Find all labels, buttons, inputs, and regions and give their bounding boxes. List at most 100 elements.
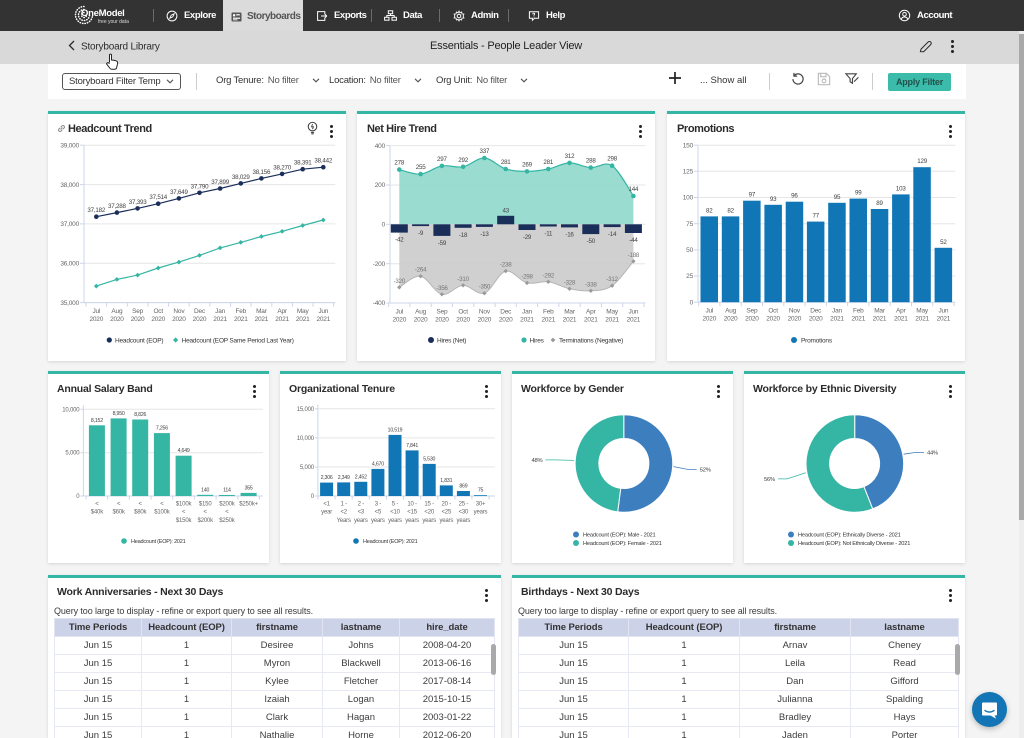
svg-text:Oct: Oct xyxy=(768,308,778,315)
svg-text:355: 355 xyxy=(245,485,253,491)
svg-text:15,000: 15,000 xyxy=(297,407,315,413)
svg-text:38,029: 38,029 xyxy=(232,174,250,181)
svg-text:75: 75 xyxy=(686,221,693,228)
svg-text:Feb: Feb xyxy=(853,308,864,315)
svg-text:May: May xyxy=(606,309,619,316)
svg-text:5,530: 5,530 xyxy=(423,456,435,462)
svg-text:-11: -11 xyxy=(544,231,553,238)
svg-text:<30: <30 xyxy=(459,510,469,516)
svg-text:7,841: 7,841 xyxy=(406,443,418,449)
svg-text:$200k: $200k xyxy=(198,518,215,524)
svg-text:years: years xyxy=(474,510,488,516)
svg-text:5,000: 5,000 xyxy=(300,465,315,471)
svg-text:Aug: Aug xyxy=(111,308,123,315)
svg-text:35,000: 35,000 xyxy=(60,300,79,307)
svg-text:<15: <15 xyxy=(407,510,417,516)
svg-text:30+: 30+ xyxy=(476,502,486,508)
svg-text:288: 288 xyxy=(586,158,596,165)
svg-text:38,391: 38,391 xyxy=(294,160,312,167)
svg-text:82: 82 xyxy=(706,207,713,214)
svg-text:Jun: Jun xyxy=(628,309,638,316)
svg-text:82: 82 xyxy=(727,207,734,214)
svg-text:$250k+: $250k+ xyxy=(239,502,258,508)
svg-text:Nov: Nov xyxy=(479,309,491,316)
svg-text:52%: 52% xyxy=(700,467,711,473)
svg-text:2020: 2020 xyxy=(702,316,716,323)
svg-text:Jun: Jun xyxy=(938,308,948,315)
svg-text:Sep: Sep xyxy=(132,308,144,315)
svg-text:4,649: 4,649 xyxy=(178,448,190,454)
svg-text:-42: -42 xyxy=(395,237,404,244)
svg-text:-59: -59 xyxy=(438,240,447,247)
svg-text:281: 281 xyxy=(543,159,553,166)
svg-text:$150: $150 xyxy=(199,502,212,508)
svg-text:$250k: $250k xyxy=(219,518,236,524)
svg-text:3 -: 3 - xyxy=(375,502,382,508)
svg-text:Terminations (Negative): Terminations (Negative) xyxy=(559,337,623,344)
svg-text:7,256: 7,256 xyxy=(156,426,168,432)
svg-text:-298: -298 xyxy=(521,273,533,280)
svg-text:15 -: 15 - xyxy=(424,502,434,508)
svg-text:Mar: Mar xyxy=(874,308,886,315)
svg-text:Jul: Jul xyxy=(395,309,403,316)
svg-text:Aug: Aug xyxy=(415,309,427,316)
svg-text:200: 200 xyxy=(375,182,386,189)
svg-text:<3: <3 xyxy=(358,510,365,516)
svg-text:Apr: Apr xyxy=(586,309,597,316)
svg-text:2020: 2020 xyxy=(392,317,406,324)
svg-text:97: 97 xyxy=(749,192,756,199)
svg-text:10,000: 10,000 xyxy=(297,436,315,442)
svg-text:years: years xyxy=(388,518,402,524)
svg-text:56%: 56% xyxy=(764,477,775,483)
svg-text:1 -: 1 - xyxy=(340,502,347,508)
svg-text:312: 312 xyxy=(565,153,575,160)
svg-text:<2: <2 xyxy=(340,510,347,516)
svg-text:-50: -50 xyxy=(587,238,596,245)
svg-text:39,000: 39,000 xyxy=(60,142,79,149)
svg-text:<: < xyxy=(95,502,99,508)
svg-text:Apr: Apr xyxy=(277,308,288,315)
svg-text:10,519: 10,519 xyxy=(388,427,403,433)
svg-text:Dec: Dec xyxy=(194,308,206,315)
svg-text:2020: 2020 xyxy=(151,316,165,323)
svg-text:43: 43 xyxy=(502,207,509,214)
svg-text:May: May xyxy=(916,308,929,315)
svg-text:-200: -200 xyxy=(373,261,386,268)
svg-text:-328: -328 xyxy=(564,279,576,286)
svg-text:0: 0 xyxy=(690,299,694,306)
svg-text:Nov: Nov xyxy=(173,308,185,315)
svg-text:2021: 2021 xyxy=(830,316,844,323)
svg-text:20 -: 20 - xyxy=(442,502,452,508)
svg-text:0: 0 xyxy=(76,494,80,500)
svg-text:Nov: Nov xyxy=(789,308,801,315)
svg-text:50: 50 xyxy=(686,247,693,254)
svg-text:Headcount (EOP): Headcount (EOP) xyxy=(115,337,163,344)
svg-text:100: 100 xyxy=(683,195,694,202)
svg-text:<: < xyxy=(225,510,229,516)
svg-text:37,790: 37,790 xyxy=(191,183,209,190)
svg-text:37,899: 37,899 xyxy=(211,179,229,186)
svg-text:Promotions: Promotions xyxy=(801,337,833,344)
svg-text:2021: 2021 xyxy=(541,317,555,324)
svg-text:2021: 2021 xyxy=(275,316,289,323)
svg-text:8,826: 8,826 xyxy=(134,412,146,418)
svg-text:2021: 2021 xyxy=(915,316,929,323)
svg-text:2021: 2021 xyxy=(563,317,577,324)
svg-text:2020: 2020 xyxy=(766,316,780,323)
svg-text:297: 297 xyxy=(437,156,447,163)
svg-text:$40k: $40k xyxy=(91,510,104,516)
svg-text:2021: 2021 xyxy=(296,316,310,323)
svg-text:37,182: 37,182 xyxy=(87,207,105,214)
svg-text:$60k: $60k xyxy=(112,510,125,516)
svg-text:<20: <20 xyxy=(424,510,434,516)
svg-text:292: 292 xyxy=(458,157,468,164)
svg-text:95: 95 xyxy=(834,194,841,201)
svg-text:2020: 2020 xyxy=(193,316,207,323)
svg-text:Years: Years xyxy=(337,518,351,524)
svg-text:2 -: 2 - xyxy=(358,502,365,508)
svg-text:278: 278 xyxy=(394,160,404,167)
svg-text:99: 99 xyxy=(855,190,862,197)
svg-text:Mar: Mar xyxy=(564,309,576,316)
svg-text:38,000: 38,000 xyxy=(60,182,79,189)
svg-text:10,000: 10,000 xyxy=(62,407,80,413)
